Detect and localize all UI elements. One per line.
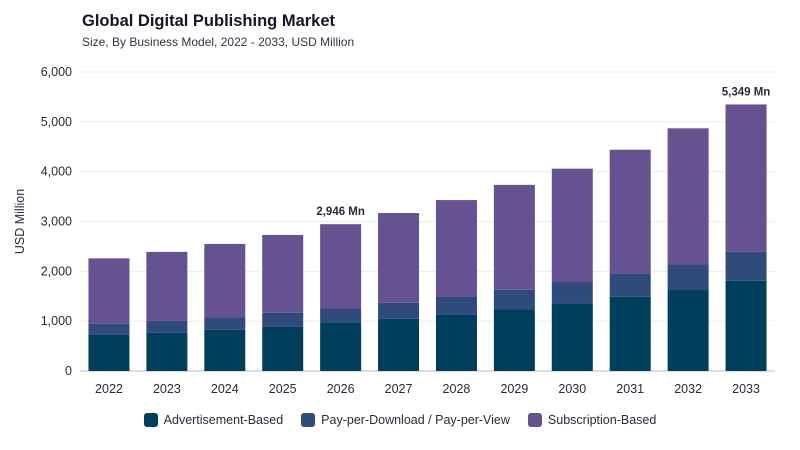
- bar-segment-2: [320, 224, 362, 309]
- x-tick-label: 2029: [500, 382, 528, 396]
- bar-segment-2: [204, 243, 246, 318]
- bar-segment-1: [725, 251, 767, 281]
- bar-segment-0: [204, 329, 246, 371]
- legend-swatch: [301, 413, 316, 427]
- chart-title: Global Digital Publishing Market: [82, 12, 336, 30]
- legend: Advertisement-Based Pay-per-Download / P…: [0, 413, 800, 427]
- x-tick-label: 2028: [443, 382, 471, 396]
- bar-segment-0: [609, 296, 651, 371]
- bar-segment-1: [262, 312, 304, 327]
- bar-segment-2: [435, 200, 477, 297]
- bar-segment-2: [88, 258, 130, 324]
- legend-label: Pay-per-Download / Pay-per-View: [321, 413, 510, 427]
- bar-segment-0: [493, 309, 535, 371]
- bar-segment-2: [493, 184, 535, 290]
- x-tick-label: 2030: [558, 382, 586, 396]
- bar-segment-1: [551, 282, 593, 304]
- stacked-bar-chart: 0 1,000 2,000 3,000 4,000 5,000 6,000 USD Milli…: [13, 65, 775, 396]
- legend-item-subscription[interactable]: Subscription-Based: [527, 413, 657, 427]
- data-label: 2,946 Mn: [316, 206, 365, 218]
- x-tick-label: 2031: [616, 382, 644, 396]
- bar-segment-2: [667, 128, 709, 265]
- legend-item-pay-per-download[interactable]: Pay-per-Download / Pay-per-View: [301, 413, 510, 427]
- bar-segment-1: [435, 296, 477, 315]
- y-tick-label: 1,000: [41, 314, 72, 328]
- bar-segment-0: [435, 314, 477, 371]
- y-tick-label: 6,000: [41, 65, 72, 79]
- legend-label: Advertisement-Based: [163, 413, 284, 427]
- x-tick-label: 2025: [269, 382, 297, 396]
- bar-segment-2: [551, 168, 593, 283]
- bar-segment-2: [262, 234, 304, 313]
- bar-segment-1: [609, 273, 651, 297]
- bar-segment-0: [262, 326, 304, 371]
- y-tick-label: 2,000: [41, 264, 72, 278]
- bar-segment-0: [146, 332, 188, 371]
- legend-swatch: [143, 413, 158, 427]
- bar-segment-2: [146, 251, 188, 321]
- x-tick-label: 2033: [732, 382, 760, 396]
- chart-subtitle: Size, By Business Model, 2022 - 2033, US…: [82, 35, 355, 49]
- bar-segment-2: [725, 104, 767, 252]
- bar-segment-1: [378, 302, 420, 319]
- y-axis-label: USD Million: [13, 189, 27, 254]
- bar-segment-1: [320, 308, 362, 323]
- bar-segment-0: [88, 334, 130, 371]
- bar-segment-2: [378, 213, 420, 303]
- bar-segment-1: [493, 289, 535, 310]
- y-tick-label: 5,000: [41, 115, 72, 129]
- bar-segment-0: [378, 318, 420, 371]
- x-tick-label: 2023: [153, 382, 181, 396]
- x-tick-label: 2024: [211, 382, 239, 396]
- legend-swatch: [527, 413, 542, 427]
- data-label: 5,349 Mn: [722, 86, 771, 98]
- bar-segment-1: [204, 317, 246, 330]
- bar-segment-1: [667, 264, 709, 291]
- x-tick-label: 2027: [385, 382, 413, 396]
- x-tick-label: 2032: [674, 382, 702, 396]
- x-tick-label: 2026: [327, 382, 355, 396]
- bar-segment-0: [320, 322, 362, 371]
- x-tick-label: 2022: [95, 382, 123, 396]
- y-tick-label: 4,000: [41, 165, 72, 179]
- bar-segment-0: [551, 303, 593, 371]
- legend-label: Subscription-Based: [547, 413, 657, 427]
- legend-item-advertisement[interactable]: Advertisement-Based: [143, 413, 284, 427]
- bar-segment-0: [667, 290, 709, 371]
- bar-segment-0: [725, 280, 767, 371]
- bar-segment-2: [609, 149, 651, 274]
- y-tick-label: 0: [65, 364, 72, 378]
- bar-segment-1: [88, 323, 130, 335]
- bar-segment-1: [146, 320, 188, 333]
- y-tick-label: 3,000: [41, 215, 72, 229]
